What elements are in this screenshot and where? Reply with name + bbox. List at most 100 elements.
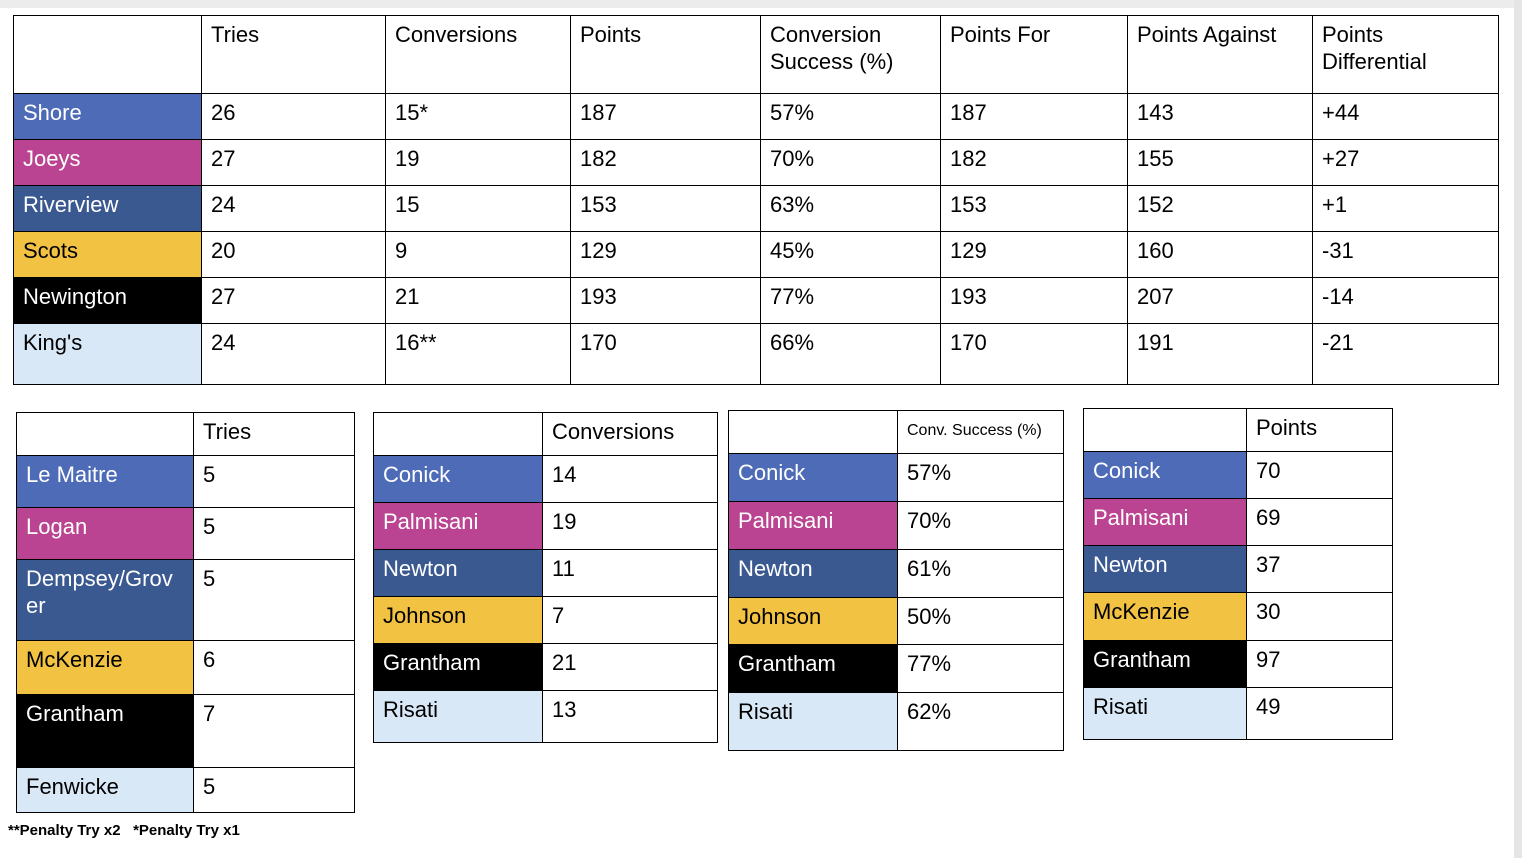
column-header-points-differential: Points Differential [1312,15,1499,94]
stat-cell: -31 [1312,231,1499,278]
value-cell: 7 [193,694,355,768]
value-cell: 49 [1246,687,1393,740]
player-name-cell: Johnson [728,597,898,645]
stat-cell: 129 [570,231,761,278]
column-header-tries: Tries [201,15,386,94]
table-row-scots: Scots 20 9 129 45% 129 160 -31 [13,231,1499,278]
window-top-edge [0,0,1522,8]
value-cell: 62% [897,692,1064,751]
player-name-cell: Newton [373,549,543,597]
player-name-cell: Grantham [16,694,194,768]
stat-cell: 170 [570,323,761,385]
player-name-cell: Le Maitre [16,455,194,508]
player-name-cell: Conick [1083,451,1247,499]
player-name-cell: Risati [728,692,898,751]
stat-cell: 20 [201,231,386,278]
stat-cell: -21 [1312,323,1499,385]
table-row-shore: Shore 26 15* 187 57% 187 143 +44 [13,93,1499,140]
column-header-points: Points [1246,408,1393,452]
stat-cell: 57% [760,93,941,140]
stat-cell: 153 [570,185,761,232]
player-name-cell: Dempsey/Grover [16,559,194,641]
player-name-cell: Grantham [1083,640,1247,688]
table-row: Newton 61% [728,549,1064,598]
stat-cell: 129 [940,231,1128,278]
table-row-joeys: Joeys 27 19 182 70% 182 155 +27 [13,139,1499,186]
team-name-cell: Riverview [13,185,202,232]
player-name-cell: Logan [16,507,194,560]
stat-cell: +1 [1312,185,1499,232]
table-row: Conick 57% [728,453,1064,502]
value-cell: 14 [542,455,718,503]
player-name-cell: Newton [728,549,898,598]
value-cell: 21 [542,643,718,691]
stat-cell: 193 [940,277,1128,324]
table-row: Risati 62% [728,692,1064,751]
player-name-cell: Johnson [373,596,543,644]
player-points-table: Points Conick 70 Palmisani 69 Newton 37 … [1083,408,1393,740]
player-name-cell: Risati [1083,687,1247,740]
team-name-cell: Shore [13,93,202,140]
column-header-conversions: Conversions [385,15,571,94]
table-row: Palmisani 70% [728,501,1064,550]
player-name-cell: McKenzie [1083,592,1247,641]
value-cell: 13 [542,690,718,743]
column-header-blank [373,412,543,456]
column-header-blank [1083,408,1247,452]
table-row: Grantham 77% [728,644,1064,693]
table-row: Le Maitre 5 [16,455,355,508]
player-name-cell: Grantham [373,643,543,691]
stat-cell: 143 [1127,93,1313,140]
column-header-points: Points [570,15,761,94]
stat-cell: 63% [760,185,941,232]
player-name-cell: Grantham [728,644,898,693]
team-name-cell: Scots [13,231,202,278]
column-header-blank [16,412,194,456]
table-row: Newton 37 [1083,545,1393,593]
player-conversion-success-table: Conv. Success (%) Conick 57% Palmisani 7… [728,410,1064,751]
column-header-blank [728,410,898,454]
stat-cell: 182 [940,139,1128,186]
stat-cell: 187 [570,93,761,140]
team-name-cell: King's [13,323,202,385]
column-header-blank [13,15,202,94]
value-cell: 70 [1246,451,1393,499]
penalty-try-footnote: **Penalty Try x2 *Penalty Try x1 [8,822,240,839]
stat-cell: 70% [760,139,941,186]
value-cell: 69 [1246,498,1393,546]
stat-cell: 27 [201,139,386,186]
stat-cell: 153 [940,185,1128,232]
stat-cell: 155 [1127,139,1313,186]
stat-cell: 19 [385,139,571,186]
stat-cell: 66% [760,323,941,385]
player-tries-table: Tries Le Maitre 5 Logan 5 Dempsey/Grover… [16,412,355,813]
value-cell: 5 [193,507,355,560]
stat-cell: +27 [1312,139,1499,186]
stat-cell: 24 [201,323,386,385]
player-name-cell: Conick [373,455,543,503]
table-row: Risati 13 [373,690,718,743]
table-row: Risati 49 [1083,687,1393,740]
player-name-cell: Conick [728,453,898,502]
value-cell: 7 [542,596,718,644]
column-header-points-against: Points Against [1127,15,1313,94]
table-row: Johnson 50% [728,597,1064,645]
table-row: Grantham 7 [16,694,355,768]
column-header-conversion-success: Conversion Success (%) [760,15,941,94]
table-row: Palmisani 69 [1083,498,1393,546]
table-row: Johnson 7 [373,596,718,644]
table-row: Grantham 97 [1083,640,1393,688]
stat-cell: -14 [1312,277,1499,324]
table-row: Palmisani 19 [373,502,718,550]
team-stats-table: Tries Conversions Points Conversion Succ… [13,15,1499,385]
player-name-cell: Risati [373,690,543,743]
value-cell: 5 [193,559,355,641]
stat-cell: 207 [1127,277,1313,324]
stat-cell: 152 [1127,185,1313,232]
stat-cell: +44 [1312,93,1499,140]
table-row: McKenzie 30 [1083,592,1393,641]
team-name-cell: Newington [13,277,202,324]
table-row: McKenzie 6 [16,640,355,695]
stat-cell: 170 [940,323,1128,385]
column-header-conv-success: Conv. Success (%) [897,410,1064,454]
